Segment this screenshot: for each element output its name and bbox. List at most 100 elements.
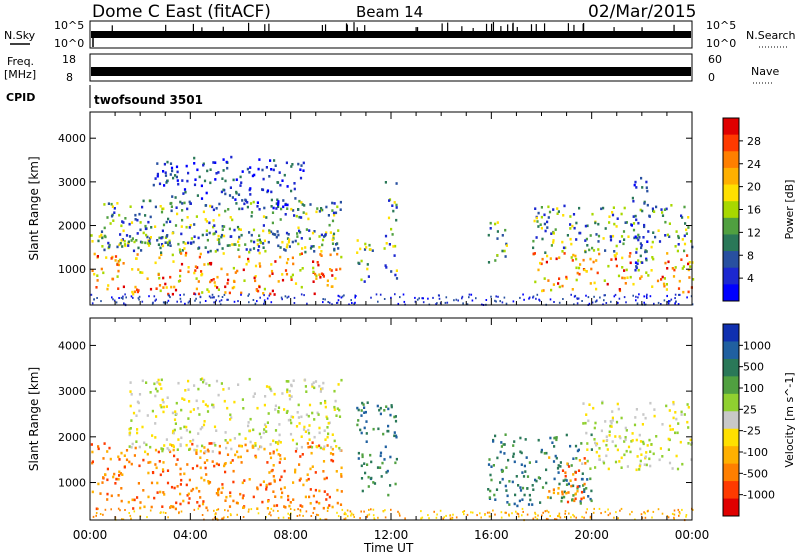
echo-cell <box>609 235 612 238</box>
echo-cell <box>594 441 597 445</box>
colorbar-label: Power [dB] <box>783 180 796 240</box>
echo-cell <box>327 422 330 425</box>
echo-cell <box>512 452 515 456</box>
near-range-cell <box>575 516 577 519</box>
near-range-cell <box>197 507 200 510</box>
echo-cell <box>665 283 668 286</box>
echo-cell <box>195 486 198 490</box>
echo-cell <box>580 497 583 501</box>
echo-cell <box>242 407 245 410</box>
echo-cell <box>93 272 96 276</box>
echo-cell <box>239 492 242 496</box>
echo-cell <box>218 451 221 455</box>
echo-cell <box>639 254 642 258</box>
near-range-cell <box>268 294 271 297</box>
echo-cell <box>293 182 296 185</box>
echo-cell <box>681 462 684 466</box>
echo-cell <box>333 405 336 409</box>
near-range-cell <box>399 296 401 299</box>
echo-cell <box>138 212 141 216</box>
echo-cell <box>494 434 497 438</box>
echo-cell <box>230 416 233 419</box>
echo-cell <box>254 264 258 268</box>
near-range-cell <box>681 508 683 511</box>
echo-cell <box>565 483 569 486</box>
echo-cell <box>676 467 680 471</box>
echo-cell <box>620 212 623 216</box>
echo-cell <box>288 389 291 393</box>
echo-cell <box>181 209 184 212</box>
echo-cell <box>152 471 155 475</box>
echo-cell <box>113 207 116 210</box>
echo-cell <box>308 229 311 232</box>
echo-cell <box>189 440 192 443</box>
echo-cell <box>199 456 202 459</box>
x-axis-label: Time UT <box>363 541 414 554</box>
echo-cell <box>146 235 149 239</box>
echo-cell <box>687 262 690 266</box>
echo-cell <box>154 225 157 228</box>
echo-cell <box>304 430 307 433</box>
echo-cell <box>627 235 630 238</box>
echo-cell <box>225 495 228 499</box>
echo-cell <box>260 436 263 439</box>
echo-cell <box>278 423 281 426</box>
echo-cell <box>326 426 329 429</box>
echo-cell <box>674 266 677 269</box>
near-range-cell <box>649 295 652 298</box>
echo-cell <box>202 380 205 384</box>
echo-cell <box>116 245 119 249</box>
colorbar-tick-label: 20 <box>747 181 761 194</box>
echo-cell <box>683 234 686 238</box>
echo-cell <box>172 448 175 452</box>
echo-cell <box>314 488 317 492</box>
echo-cell <box>172 176 175 180</box>
near-range-cell <box>466 303 469 306</box>
echo-cell <box>281 273 284 276</box>
colorbar-tick-label: -100 <box>743 446 768 459</box>
near-range-cell <box>521 514 523 517</box>
echo-cell <box>634 180 637 184</box>
echo-cell <box>561 240 564 244</box>
near-range-cell <box>532 517 535 520</box>
colorbar-segment <box>723 393 739 412</box>
echo-cell <box>208 231 211 235</box>
near-range-cell <box>439 509 442 512</box>
echo-cell <box>144 450 147 454</box>
echo-cell <box>128 431 131 435</box>
echo-cell <box>287 258 290 261</box>
echo-cell <box>543 222 546 226</box>
echo-cell <box>262 246 265 249</box>
echo-cell <box>363 406 366 409</box>
echo-cell <box>534 478 537 482</box>
echo-cell <box>233 437 236 440</box>
echo-cell <box>629 261 632 265</box>
near-range-cell <box>90 293 93 296</box>
echo-cell <box>623 440 626 443</box>
echo-cell <box>322 381 325 385</box>
echo-cell <box>284 506 287 509</box>
echo-cell <box>270 469 273 473</box>
near-range-cell <box>537 514 539 517</box>
echo-cell <box>244 437 247 440</box>
echo-cell <box>290 384 293 388</box>
echo-cell <box>503 452 506 455</box>
near-range-cell <box>576 302 579 305</box>
echo-cell <box>356 251 359 254</box>
near-range-cell <box>536 517 539 520</box>
near-range-cell <box>263 300 266 303</box>
echo-cell <box>256 406 259 410</box>
echo-cell <box>392 209 395 213</box>
echo-cell <box>107 284 110 287</box>
echo-cell <box>210 279 213 282</box>
freq-label: Freq. <box>7 55 34 68</box>
echo-cell <box>393 415 396 419</box>
echo-cell <box>159 289 162 293</box>
echo-cell <box>310 451 313 455</box>
echo-cell <box>188 430 192 434</box>
echo-cell <box>185 483 188 487</box>
echo-cell <box>258 158 261 161</box>
echo-cell <box>202 423 206 427</box>
echo-cell <box>339 503 343 506</box>
echo-cell <box>557 282 560 285</box>
